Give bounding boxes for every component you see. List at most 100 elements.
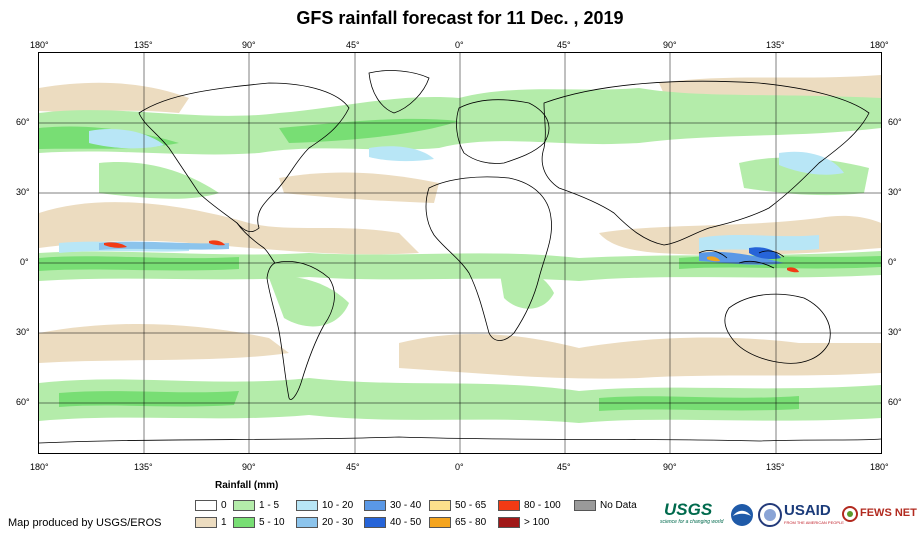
rain-area-5-10mm <box>59 391 239 407</box>
right-lat-tick: 60° <box>888 117 902 127</box>
legend-item: 1 - 5 <box>233 499 279 512</box>
rain-area-1mm <box>399 333 881 379</box>
bottom-lon-tick: 45° <box>346 462 360 472</box>
rain-area-1mm <box>39 82 189 113</box>
south-america-outline <box>266 261 335 400</box>
left-lat-tick: 0° <box>20 257 29 267</box>
legend-label: 65 - 80 <box>455 517 487 528</box>
top-lon-tick: 180° <box>30 40 49 50</box>
right-lat-tick: 60° <box>888 397 902 407</box>
legend-swatch <box>429 500 451 511</box>
usgs-tagline: science for a changing world <box>660 519 724 525</box>
bottom-lon-tick: 90° <box>242 462 256 472</box>
legend-item: 30 - 40 <box>364 499 421 512</box>
right-lat-tick: 0° <box>888 257 897 267</box>
top-lon-tick: 90° <box>663 40 677 50</box>
africa-outline <box>425 176 552 341</box>
rain-area-40-50mm <box>749 247 781 260</box>
legend-swatch <box>429 517 451 528</box>
usaid-logo-text: USAID <box>784 502 831 519</box>
legend-label: 10 - 20 <box>322 500 354 511</box>
bottom-lon-tick: 135° <box>134 462 153 472</box>
rain-area-80-100mm <box>787 267 799 273</box>
legend-item: > 100 <box>498 516 549 529</box>
legend-swatch <box>498 500 520 511</box>
legend-item: 50 - 65 <box>429 499 486 512</box>
rain-area-10-20mm <box>89 128 164 149</box>
legend-label: 5 - 10 <box>259 517 285 528</box>
legend-swatch <box>364 517 386 528</box>
top-lon-tick: 0° <box>455 40 464 50</box>
rain-area-1mm <box>39 202 419 255</box>
top-lon-tick: 135° <box>134 40 153 50</box>
asia-outline <box>541 80 870 246</box>
usaid-tagline: FROM THE AMERICAN PEOPLE <box>784 520 844 525</box>
usgs-logo-text: USGS <box>664 500 713 519</box>
australia-outline <box>724 293 831 364</box>
legend-label: 20 - 30 <box>322 517 354 528</box>
rain-area-5-10mm <box>39 256 239 271</box>
rain-area-10-20mm <box>699 235 819 251</box>
top-lon-tick: 45° <box>346 40 360 50</box>
rain-area-1-5mm <box>269 276 349 327</box>
north-america-outline <box>138 82 350 233</box>
rain-area-80-100mm <box>209 240 225 246</box>
legend-label: 30 - 40 <box>390 500 422 511</box>
fews-net-emblem <box>842 506 858 522</box>
bottom-lon-tick: 0° <box>455 462 464 472</box>
legend-label: 0 <box>221 500 227 511</box>
legend-swatch <box>296 500 318 511</box>
graticule <box>39 53 881 453</box>
state-department-emblem <box>758 503 782 527</box>
bottom-lon-tick: 180° <box>870 462 889 472</box>
legend-label: 40 - 50 <box>390 517 422 528</box>
legend-label: 80 - 100 <box>524 500 561 511</box>
top-lon-tick: 90° <box>242 40 256 50</box>
top-lon-tick: 135° <box>766 40 785 50</box>
legend-swatch <box>296 517 318 528</box>
central-america-outline <box>236 222 276 264</box>
legend-item: 5 - 10 <box>233 516 285 529</box>
legend-item: 10 - 20 <box>296 499 353 512</box>
map-canvas <box>39 53 881 453</box>
legend-swatch <box>233 517 255 528</box>
legend-swatch <box>233 500 255 511</box>
coastlines <box>39 70 881 444</box>
legend-item: 20 - 30 <box>296 516 353 529</box>
europe-outline <box>456 99 550 164</box>
legend-item: 80 - 100 <box>498 499 561 512</box>
legend-item: No Data <box>574 499 637 512</box>
fews-net-logo-text: FEWS NET <box>860 507 917 519</box>
legend-item: 1 <box>195 516 227 529</box>
legend-swatch <box>195 517 217 528</box>
rain-area-1-5mm <box>499 266 554 309</box>
legend-label: > 100 <box>524 517 550 528</box>
bottom-lon-tick: 135° <box>766 462 785 472</box>
legend-item: 40 - 50 <box>364 516 421 529</box>
noaa-emblem <box>731 504 753 526</box>
rain-area-1mm <box>279 172 439 203</box>
fews-net-logo: FEWS NET <box>842 500 917 530</box>
usaid-logo: USAID FROM THE AMERICAN PEOPLE <box>784 500 844 530</box>
rain-area-1-5mm <box>99 162 219 199</box>
legend-swatch <box>195 500 217 511</box>
map-credit: Map produced by USGS/EROS <box>8 517 162 529</box>
legend-label: No Data <box>600 500 637 511</box>
legend-label: 1 <box>221 517 227 528</box>
left-lat-tick: 60° <box>16 397 30 407</box>
rain-area-10-20mm <box>369 146 434 162</box>
antarctica-outline <box>39 436 881 444</box>
legend-swatch <box>574 500 596 511</box>
legend-swatch <box>498 517 520 528</box>
state-department-seal <box>758 500 782 530</box>
right-lat-tick: 30° <box>888 327 902 337</box>
rain-area-1mm <box>39 323 289 363</box>
right-lat-tick: 30° <box>888 187 902 197</box>
left-lat-tick: 30° <box>16 327 30 337</box>
bottom-lon-tick: 45° <box>557 462 571 472</box>
bottom-lon-tick: 180° <box>30 462 49 472</box>
greenland-outline <box>368 70 430 114</box>
rain-area-30-40mm <box>699 251 784 265</box>
legend-swatch <box>364 500 386 511</box>
rainfall-map <box>38 52 882 454</box>
